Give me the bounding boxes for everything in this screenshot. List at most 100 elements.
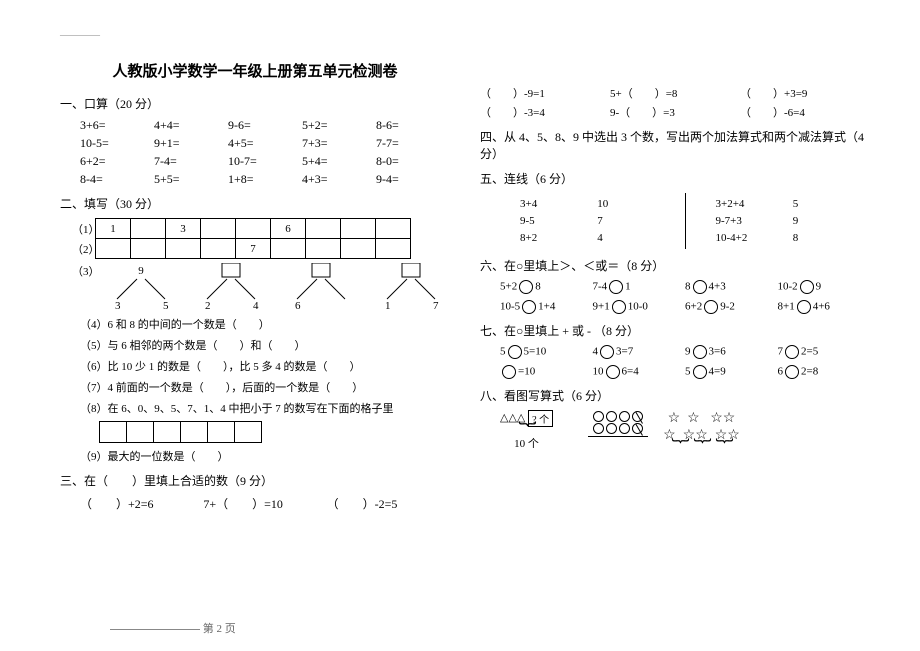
svg-text:9: 9	[138, 265, 144, 277]
fill-cell: （ ）-6=4	[740, 104, 870, 120]
calc-row: 6+2= 7-4= 10-7= 5+4= 8-0=	[60, 154, 450, 169]
calc-cell: 4+5=	[228, 136, 302, 151]
pic-1: △△△ ? 个 ︸ 10 个	[500, 410, 553, 451]
page-title: 人教版小学数学一年级上册第五单元检测卷	[60, 60, 450, 81]
calc-cell: 8-4=	[80, 172, 154, 187]
calc-cell: 7-4=	[154, 154, 228, 169]
match-l: 9-5	[520, 215, 597, 227]
cell	[96, 239, 131, 259]
fill-cell: （ ）-9=1	[480, 85, 610, 101]
empty-row	[100, 421, 450, 443]
calc-row: 8-4= 5+5= 1+8= 4+3= 9-4=	[60, 172, 450, 187]
compare-row: 5+28 7-41 84+3 10-29	[480, 280, 870, 294]
cell: 7	[236, 239, 271, 259]
num-table-2: 7	[95, 238, 411, 259]
row2-label: （2）	[60, 241, 95, 257]
fill-cell: 9-（ ）=3	[610, 104, 740, 120]
page-footer: 第 2 页	[110, 620, 236, 636]
match-l: 9-7+3	[716, 215, 793, 227]
match-l: 8+2	[520, 232, 597, 244]
calc-cell: 7+3=	[302, 136, 376, 151]
cell	[236, 219, 271, 239]
cell	[376, 219, 411, 239]
compare-row: 10-51+4 9+110-0 6+29-2 8+14+6	[480, 300, 870, 314]
svg-text:5: 5	[163, 300, 169, 311]
fill-cell: （ ）-3=4	[480, 104, 610, 120]
match-l: 10-4+2	[716, 232, 793, 244]
pic-2	[588, 410, 648, 437]
match-l: 3+2+4	[716, 198, 793, 210]
calc-cell: 1+8=	[228, 172, 302, 187]
match-r: 10	[597, 198, 674, 210]
sec2-heading: 二、填写（30 分）	[60, 195, 450, 212]
cell	[201, 239, 236, 259]
match-l: 3+4	[520, 198, 597, 210]
calc-row: 3+6= 4+4= 9-6= 5+2= 8-6=	[60, 118, 450, 133]
fill-row: （ ）-3=4 9-（ ）=3 （ ）-6=4	[480, 104, 870, 120]
q4: （4）6 和 8 的中间的一个数是（ ）	[60, 316, 450, 332]
calc-cell: 4+4=	[154, 118, 228, 133]
calc-cell: 3+6=	[80, 118, 154, 133]
calc-cell: 5+4=	[302, 154, 376, 169]
calc-cell: 9-6=	[228, 118, 302, 133]
calc-cell: 8-6=	[376, 118, 450, 133]
left-col: 人教版小学数学一年级上册第五单元检测卷 一、口算（20 分） 3+6= 4+4=…	[60, 60, 450, 515]
fill-row: （ ）+2=6 7+（ ）=10 （ ）-2=5	[60, 495, 450, 512]
fill-cell: 7+（ ）=10	[203, 495, 326, 512]
fill-row: （ ）-9=1 5+（ ）=8 （ ）+3=9	[480, 85, 870, 101]
calc-cell: 5+5=	[154, 172, 228, 187]
calc-cell: 10-5=	[80, 136, 154, 151]
calc-cell: 6+2=	[80, 154, 154, 169]
op-row: 55=10 43=7 93=6 72=5	[480, 345, 870, 359]
cell	[306, 239, 341, 259]
svg-text:7: 7	[433, 300, 439, 311]
calc-cell: 5+2=	[302, 118, 376, 133]
svg-text:2: 2	[205, 300, 211, 311]
fill-cell: 5+（ ）=8	[610, 85, 740, 101]
row3-label: （3）	[72, 263, 107, 311]
cell	[341, 219, 376, 239]
match-r: 9	[793, 215, 870, 227]
match-r: 8	[793, 232, 870, 244]
calc-cell: 9+1=	[154, 136, 228, 151]
cell: 3	[166, 219, 201, 239]
fill-cell: （ ）+3=9	[740, 85, 870, 101]
cell	[131, 219, 166, 239]
right-col: （ ）-9=1 5+（ ）=8 （ ）+3=9 （ ）-3=4 9-（ ）=3 …	[480, 60, 870, 515]
split-diagram: 9 3 5 2 4 6 1 7	[107, 263, 447, 311]
q6: （6）比 10 少 1 的数是（ ），比 5 多 4 的数是（ ）	[60, 358, 450, 374]
cell: 1	[96, 219, 131, 239]
q9: （9）最大的一位数是（ ）	[60, 448, 450, 464]
svg-text:6: 6	[295, 300, 301, 311]
cell	[201, 219, 236, 239]
picture-problems: △△△ ? 个 ︸ 10 个 ☆ ☆ ☆☆ ☆ ☆☆ ☆☆ ︸︸︸	[480, 410, 870, 452]
cell	[131, 239, 166, 259]
sec3-heading: 三、在（ ）里填上合适的数（9 分）	[60, 472, 450, 489]
svg-text:4: 4	[253, 300, 259, 311]
match-r: 5	[793, 198, 870, 210]
match-r: 4	[597, 232, 674, 244]
sec4-heading: 四、从 4、5、8、9 中选出 3 个数，写出两个加法算式和两个减法算式（4分）	[480, 128, 870, 162]
cell: 6	[271, 219, 306, 239]
cell	[376, 239, 411, 259]
sec7-heading: 七、在○里填上 + 或 - （8 分）	[480, 322, 870, 339]
calc-cell: 10-7=	[228, 154, 302, 169]
cell	[166, 239, 201, 259]
calc-cell: 9-4=	[376, 172, 450, 187]
match-r: 7	[597, 215, 674, 227]
svg-text:3: 3	[115, 300, 121, 311]
cell	[306, 219, 341, 239]
calc-row: 10-5= 9+1= 4+5= 7+3= 7-7=	[60, 136, 450, 151]
cell	[341, 239, 376, 259]
fill-cell: （ ）+2=6	[80, 495, 203, 512]
sec8-heading: 八、看图写算式（6 分）	[480, 387, 870, 404]
fill-cell: （ ）-2=5	[327, 495, 450, 512]
two-column-layout: 人教版小学数学一年级上册第五单元检测卷 一、口算（20 分） 3+6= 4+4=…	[60, 60, 870, 515]
sec5-heading: 五、连线（6 分）	[480, 170, 870, 187]
num-table-1: 1 3 6	[95, 218, 411, 239]
calc-cell: 7-7=	[376, 136, 450, 151]
sec6-heading: 六、在○里填上＞、＜或＝（8 分）	[480, 257, 870, 274]
svg-text:1: 1	[385, 300, 391, 311]
q7: （7）4 前面的一个数是（ ），后面的一个数是（ ）	[60, 379, 450, 395]
calc-cell: 4+3=	[302, 172, 376, 187]
